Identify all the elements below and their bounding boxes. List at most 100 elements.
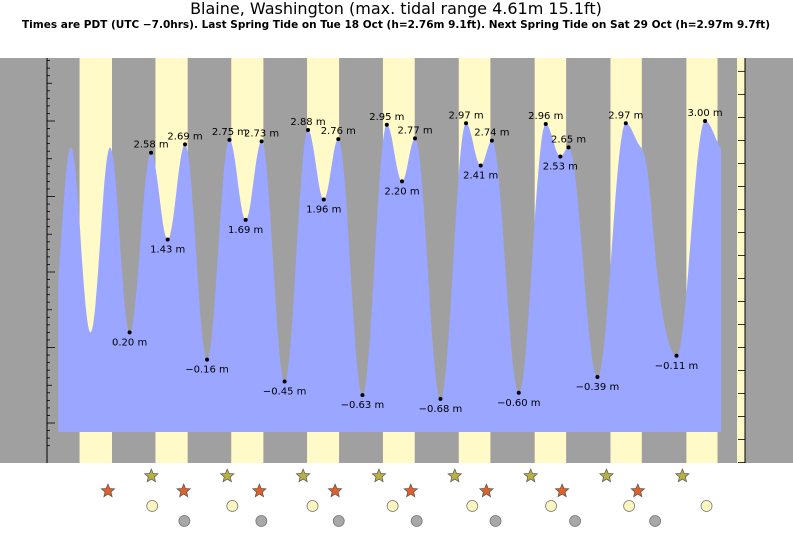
left-panel	[0, 58, 47, 463]
sun-star-icon	[630, 483, 646, 498]
night-band	[717, 58, 737, 463]
tide-height-label: 2.88 m	[290, 117, 325, 128]
sun-star-icon	[219, 468, 235, 483]
header-layer: Blaine, Washington (max. tidal range 4.6…	[22, 0, 770, 31]
tide-point	[623, 121, 628, 126]
sun-star-icon	[327, 483, 343, 498]
tide-height-label: 2.73 m	[244, 128, 279, 139]
tide-point	[205, 357, 210, 362]
tide-height-label: −0.39 m	[576, 382, 620, 393]
water-layer	[58, 121, 722, 432]
tide-point	[384, 122, 389, 127]
tide-height-label: −0.16 m	[185, 365, 229, 376]
tide-point	[558, 154, 563, 159]
tide-point	[183, 142, 188, 147]
tide-point	[360, 393, 365, 398]
tide-point	[543, 122, 548, 127]
moon-rise-icon	[226, 500, 239, 512]
tide-labels-layer: 0.20 m 2.58 m 1.43 m 2.69 m −0.16 m 2.75 m 1.6…	[112, 108, 723, 415]
sun-star-icon	[143, 468, 159, 483]
sun-star-icon	[478, 483, 494, 498]
tide-point	[478, 163, 483, 168]
tide-point	[243, 217, 248, 222]
moon-set-icon	[255, 515, 268, 527]
axes-layer	[46, 58, 746, 463]
tide-point	[165, 237, 170, 242]
tide-height-label: 2.75 m	[212, 127, 247, 138]
tide-height-label: −0.45 m	[263, 386, 307, 397]
tide-height-label: 2.97 m	[448, 110, 483, 121]
sun-star-icon	[523, 468, 539, 483]
sun-star-icon	[403, 483, 419, 498]
tide-height-label: 1.96 m	[306, 205, 341, 216]
tide-height-label: 0.20 m	[112, 337, 147, 348]
moon-rise-icon	[545, 500, 557, 512]
sun-star-icon	[100, 483, 116, 498]
tide-point	[566, 145, 571, 150]
moon-set-icon	[332, 515, 345, 527]
moon-set-icon	[569, 515, 581, 527]
tide-point	[259, 139, 264, 144]
tide-point	[464, 121, 469, 126]
moon-set-icon	[649, 515, 662, 527]
tide-point	[336, 137, 341, 142]
sun-star-icon	[598, 468, 614, 483]
tide-height-label: 2.95 m	[369, 112, 404, 123]
moon-set-icon	[178, 515, 191, 527]
moon-rise-icon	[466, 500, 479, 512]
chart-subtitle: Times are PDT (UTC −7.0hrs). Last Spring…	[22, 19, 770, 31]
tide-point	[674, 353, 679, 358]
tide-height-label: 2.96 m	[528, 111, 563, 122]
tide-point	[438, 396, 443, 401]
moon-rise-icon	[306, 500, 319, 512]
tide-point	[149, 150, 154, 155]
tide-height-label: 2.41 m	[463, 171, 498, 182]
sun-star-icon	[251, 483, 267, 498]
tide-point	[306, 128, 311, 133]
tide-point	[227, 137, 232, 142]
tide-height-label: 2.76 m	[321, 126, 356, 137]
moon-rise-icon	[386, 500, 399, 512]
sun-star-icon	[371, 468, 387, 483]
right-panel	[745, 58, 793, 463]
sun-star-icon	[554, 483, 570, 498]
tide-point	[516, 390, 521, 395]
moon-set-icon	[410, 515, 423, 527]
moon-rise-icon	[623, 500, 636, 512]
tide-height-label: 2.20 m	[384, 186, 419, 197]
tide-height-label: 2.77 m	[397, 125, 432, 136]
tide-height-label: 2.58 m	[133, 140, 168, 151]
tide-height-label: 1.43 m	[150, 245, 185, 256]
water-area	[58, 121, 722, 432]
tide-point	[321, 197, 326, 202]
tide-height-label: −0.63 m	[341, 400, 385, 411]
sun-star-icon	[674, 468, 690, 483]
tide-height-label: 2.74 m	[474, 128, 509, 139]
tide-height-label: −0.60 m	[497, 398, 541, 409]
tide-point	[282, 379, 287, 384]
tide-point	[413, 136, 418, 141]
sun-star-icon	[176, 483, 192, 498]
tide-height-label: 2.97 m	[608, 110, 643, 121]
tide-point	[595, 374, 600, 379]
moon-set-icon	[489, 515, 502, 527]
tide-height-label: 3.00 m	[687, 108, 722, 119]
moon-rise-icon	[700, 500, 713, 512]
tide-height-label: −0.11 m	[655, 361, 699, 372]
astro-table-layer	[100, 468, 713, 527]
sun-star-icon	[295, 468, 311, 483]
tide-point	[703, 119, 708, 123]
chart-title: Blaine, Washington (max. tidal range 4.6…	[190, 0, 602, 18]
tide-height-label: 2.65 m	[551, 134, 586, 145]
sun-star-icon	[447, 468, 463, 483]
tide-height-label: 2.69 m	[167, 131, 202, 142]
tide-height-label: 2.53 m	[543, 161, 578, 172]
tide-height-label: −0.68 m	[419, 404, 463, 415]
tide-point	[489, 138, 494, 143]
tide-point	[127, 330, 132, 335]
tide-point	[399, 179, 404, 184]
tide-height-label: 1.69 m	[228, 225, 263, 236]
moon-rise-icon	[146, 500, 159, 512]
